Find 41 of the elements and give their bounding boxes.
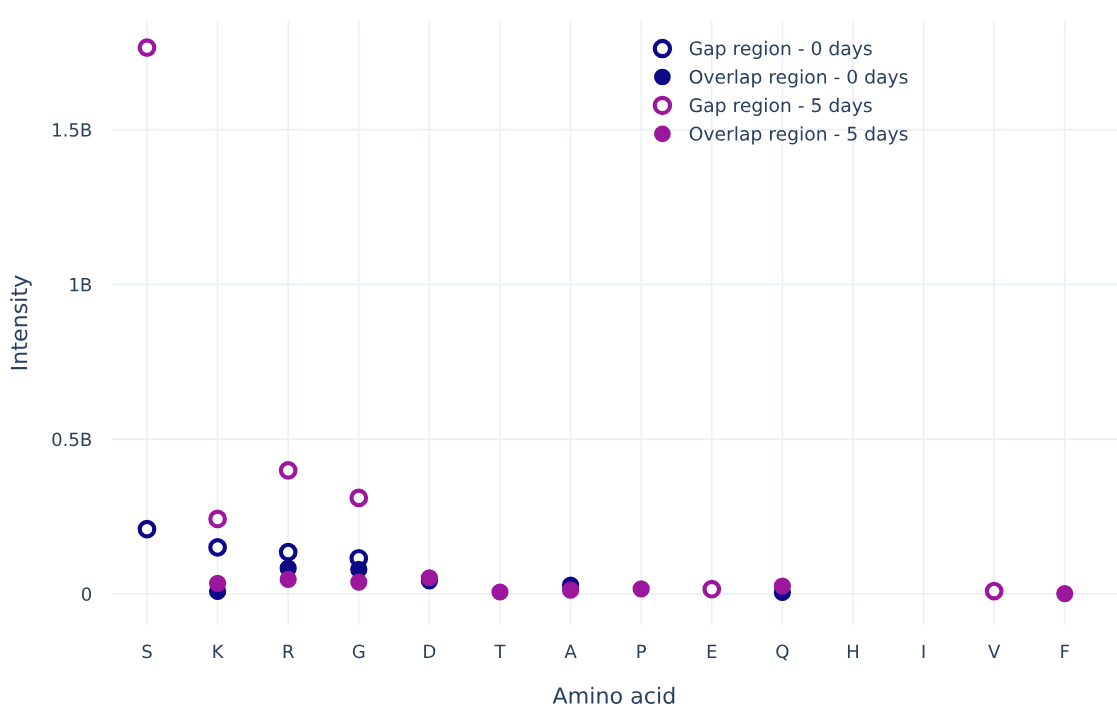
point xyxy=(632,580,650,598)
y-tick-label: 0.5B xyxy=(52,432,91,447)
y-axis-title: Intensity xyxy=(10,275,32,370)
legend-label: Gap region - 0 days xyxy=(689,40,872,60)
y-tick-label: 0 xyxy=(81,587,92,601)
legend-label: Gap region - 5 days xyxy=(689,97,872,116)
x-tick-label: K xyxy=(213,644,224,658)
x-tick-label: I xyxy=(922,644,925,658)
point xyxy=(491,583,509,601)
x-tick-label: F xyxy=(1061,644,1069,658)
x-tick-label: D xyxy=(424,644,436,658)
x-tick-label: Q xyxy=(776,644,789,661)
point xyxy=(137,38,157,57)
x-tick-label: G xyxy=(352,644,365,659)
x-tick-label: E xyxy=(707,644,717,658)
point xyxy=(349,488,369,508)
point xyxy=(350,573,368,591)
point xyxy=(773,577,791,595)
point xyxy=(1056,584,1074,603)
x-axis-title: Amino acid xyxy=(552,686,675,704)
x-tick-label: S xyxy=(142,644,152,659)
x-tick-label: R xyxy=(283,644,294,658)
point xyxy=(278,460,298,480)
legend-label: Overlap region - 0 days xyxy=(689,69,908,88)
x-tick-label: H xyxy=(847,644,858,658)
point xyxy=(208,509,227,529)
legend-label: Overlap region - 5 days xyxy=(689,126,908,145)
point xyxy=(278,542,298,562)
point xyxy=(137,519,157,539)
point xyxy=(279,570,297,588)
y-tick-label: 1B xyxy=(70,278,91,292)
point xyxy=(984,581,1004,601)
point xyxy=(702,579,722,599)
x-tick-label: V xyxy=(988,644,1001,658)
point xyxy=(561,581,580,599)
y-tick-label: 1.5B xyxy=(53,123,91,137)
point xyxy=(208,538,227,557)
x-tick-label: A xyxy=(564,644,577,658)
x-tick-label: P xyxy=(637,644,647,658)
point xyxy=(208,574,227,592)
x-tick-label: T xyxy=(494,644,506,658)
